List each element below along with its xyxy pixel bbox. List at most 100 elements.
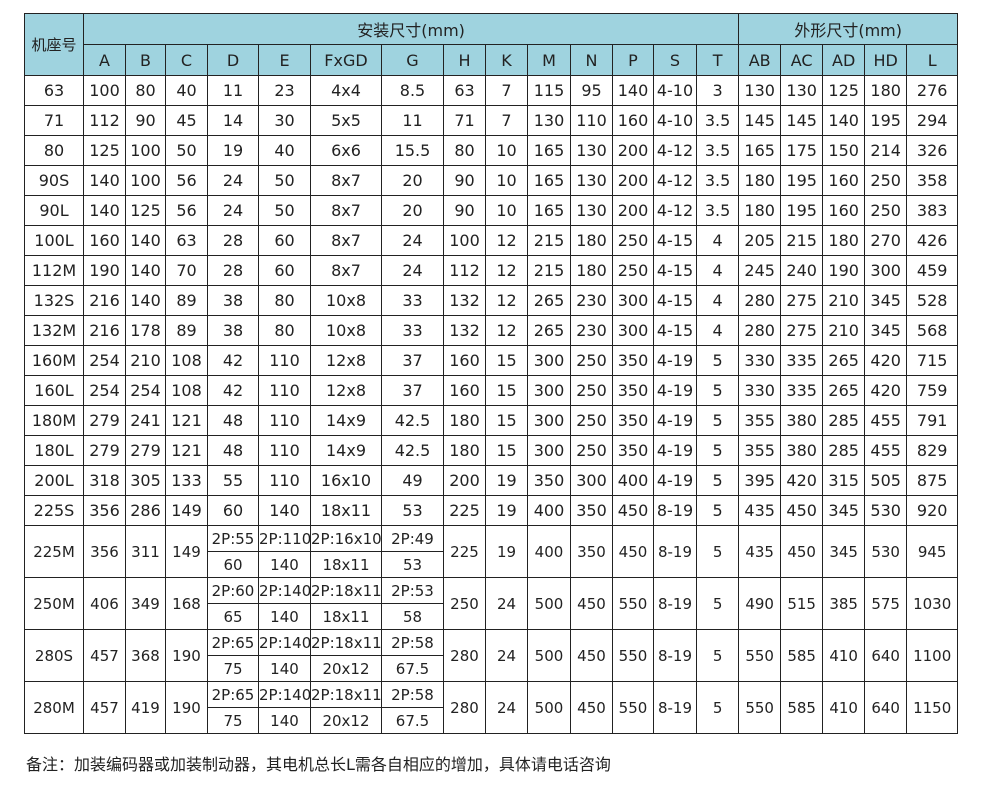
table-cell: 8-19 (653, 577, 697, 630)
table-cell: 110 (258, 345, 311, 376)
table-cell: 65 (207, 603, 259, 630)
table-cell: 178 (125, 315, 166, 346)
table-cell: 165 (527, 195, 571, 226)
table-cell: 500 (527, 629, 571, 682)
table-cell: 300 (612, 315, 654, 346)
table-cell: 318 (83, 465, 126, 496)
frame-number-cell: 80 (24, 135, 84, 166)
table-cell: 56 (165, 165, 208, 196)
table-cell: 28 (207, 255, 259, 286)
table-cell: 383 (906, 195, 959, 226)
footnote: 备注：加装编码器或加装制动器，其电机总长L需各自相应的增加，具体请电话咨询 (26, 755, 611, 774)
table-cell: 250 (570, 405, 613, 436)
table-cell: 100 (125, 135, 166, 166)
table-cell: 280 (443, 681, 486, 734)
table-cell: 60 (258, 255, 311, 286)
table-subrow: 65 140 18x11 58 (25, 603, 958, 630)
table-cell: 457 (83, 681, 126, 734)
table-cell: 63 (443, 75, 486, 106)
table-cell: 400 (527, 495, 571, 526)
table-cell: 42 (207, 345, 259, 376)
table-cell: 20x12 (310, 707, 382, 734)
two-pole-cell: 2P:58 (381, 681, 444, 708)
table-cell: 12x8 (310, 375, 382, 406)
table-cell: 180 (443, 435, 486, 466)
table-cell: 140 (125, 285, 166, 316)
table-cell: 180 (822, 225, 866, 256)
table-cell: 214 (864, 135, 908, 166)
table-cell: 140 (125, 225, 166, 256)
table-cell: 280 (443, 629, 486, 682)
table-cell: 140 (258, 655, 311, 682)
table-cell: 56 (165, 195, 208, 226)
table-cell: 15 (485, 405, 528, 436)
table-cell: 40 (258, 135, 311, 166)
table-cell: 585 (780, 681, 824, 734)
table-cell: 180 (570, 255, 613, 286)
table-cell: 4 (695, 285, 740, 316)
table-cell: 132 (443, 285, 486, 316)
table-cell: 250 (570, 435, 613, 466)
frame-number-cell: 63 (24, 75, 84, 106)
table-cell: 3.5 (695, 105, 740, 136)
table-cell: 350 (612, 405, 654, 436)
table-cell: 457 (83, 629, 126, 682)
table-cell: 90 (125, 105, 166, 136)
table-cell: 160 (83, 225, 126, 256)
table-cell: 30 (258, 105, 311, 136)
table-cell: 350 (527, 465, 571, 496)
frame-number-cell: 160L (24, 375, 84, 406)
table-row: 63 100 80 40 11 23 4x4 8.5 63 7 115 95 140 4-10 3 130 13… (24, 75, 959, 106)
table-cell: 125 (822, 75, 866, 106)
table-cell: 4-15 (653, 255, 697, 286)
table-cell: 70 (165, 255, 208, 286)
column-header-c: C (165, 44, 208, 76)
table-cell: 130 (570, 195, 613, 226)
table-cell: 95 (570, 75, 613, 106)
table-cell: 550 (738, 681, 782, 734)
table-cell: 24 (381, 225, 444, 256)
table-cell: 350 (612, 435, 654, 466)
table-cell: 38 (207, 315, 259, 346)
table-cell: 280 (738, 315, 782, 346)
table-cell: 335 (780, 375, 824, 406)
table-row: 80 125 100 50 19 40 6x6 15.5 80 10 165 130 200 4-12 3.… (24, 135, 959, 166)
table-cell: 216 (83, 285, 126, 316)
table-row: 160M 254 210 108 42 110 12x8 37 160 15 300 250 350 4-… (24, 345, 959, 376)
table-cell: 279 (83, 405, 126, 436)
table-cell: 130 (527, 105, 571, 136)
table-cell: 5 (695, 375, 740, 406)
table-cell: 11 (207, 75, 259, 106)
table-cell: 24 (381, 255, 444, 286)
table-cell: 12 (485, 255, 528, 286)
table-cell: 89 (165, 315, 208, 346)
table-cell: 130 (738, 75, 782, 106)
table-row: 90L 140 125 56 24 50 8x7 20 90 10 165 130 200 4-12 3.5… (24, 195, 959, 226)
table-row: 71 112 90 45 14 30 5x5 11 71 7 130 110 160 4-10 3.5 145… (24, 105, 959, 136)
table-cell: 195 (864, 105, 908, 136)
table-cell: 530 (864, 495, 908, 526)
table-cell: 279 (125, 435, 166, 466)
column-header-d: D (207, 44, 259, 76)
table-cell: 37 (381, 345, 444, 376)
column-header-t: T (695, 44, 740, 76)
table-cell: 4 (695, 315, 740, 346)
two-pole-cell: 2P:140 (258, 629, 311, 656)
frame-number-cell: 280M (24, 681, 84, 734)
two-pole-cell: 2P:58 (381, 629, 444, 656)
table-cell: 250 (864, 195, 908, 226)
table-cell: 5 (695, 681, 740, 734)
table-row: 112M 190 140 70 28 60 8x7 24 112 12 215 180 250 4-15 4… (24, 255, 959, 286)
table-cell: 3 (695, 75, 740, 106)
table-cell: 385 (822, 577, 866, 630)
table-row: 90S 140 100 56 24 50 8x7 20 90 10 165 130 200 4-12 3.5… (24, 165, 959, 196)
table-cell: 500 (527, 577, 571, 630)
table-cell: 24 (485, 629, 528, 682)
frame-number-cell: 112M (24, 255, 84, 286)
table-cell: 455 (864, 435, 908, 466)
table-cell: 37 (381, 375, 444, 406)
table-cell: 8-19 (653, 525, 697, 578)
table-cell: 5 (695, 435, 740, 466)
column-header-g: G (381, 44, 444, 76)
table-cell: 140 (258, 707, 311, 734)
